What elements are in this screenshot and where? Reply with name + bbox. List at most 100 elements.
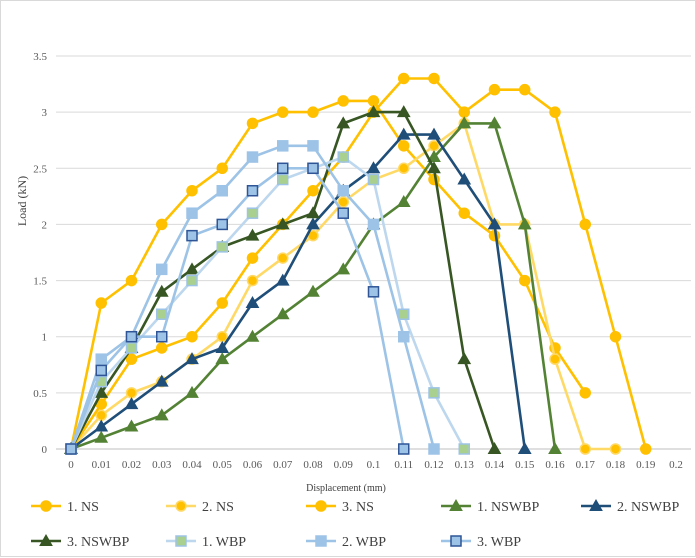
y-tick-label: 2 bbox=[42, 219, 48, 231]
data-point bbox=[457, 172, 472, 185]
data-point bbox=[307, 106, 319, 118]
data-point bbox=[156, 330, 168, 343]
data-point bbox=[215, 340, 230, 353]
data-point bbox=[275, 273, 290, 286]
data-point bbox=[125, 274, 138, 287]
data-point bbox=[185, 262, 199, 275]
data-point bbox=[95, 297, 107, 309]
data-point bbox=[306, 206, 320, 219]
x-tick-label: 0.19 bbox=[636, 459, 656, 471]
x-tick-label: 0 bbox=[68, 459, 74, 471]
data-point bbox=[246, 252, 259, 264]
series-5 bbox=[64, 127, 532, 454]
data-point bbox=[246, 151, 259, 163]
series-9 bbox=[65, 162, 410, 455]
data-point bbox=[94, 430, 109, 443]
data-point bbox=[156, 263, 168, 276]
x-tick-label: 0.06 bbox=[243, 459, 263, 471]
x-tick-label: 0.05 bbox=[213, 459, 233, 471]
legend-item: 3. WBP bbox=[441, 535, 521, 550]
data-point bbox=[488, 83, 501, 96]
data-point bbox=[337, 207, 349, 219]
data-point bbox=[185, 385, 199, 398]
legend-label: 1. NS bbox=[67, 500, 99, 515]
data-point bbox=[95, 409, 107, 422]
x-tick-label: 0.13 bbox=[455, 459, 475, 471]
data-point bbox=[450, 535, 462, 547]
data-point bbox=[398, 443, 410, 455]
series-6 bbox=[64, 105, 502, 454]
data-point bbox=[186, 184, 198, 197]
data-point bbox=[398, 72, 410, 85]
x-tick-label: 0.12 bbox=[424, 459, 443, 471]
data-point bbox=[640, 443, 652, 455]
data-point bbox=[458, 443, 470, 455]
data-point bbox=[307, 140, 319, 152]
x-tick-label: 0.16 bbox=[545, 459, 565, 471]
data-point bbox=[579, 218, 591, 231]
data-point bbox=[216, 241, 228, 253]
data-point bbox=[579, 387, 591, 399]
data-point bbox=[156, 218, 168, 231]
x-tick-label: 0.11 bbox=[394, 459, 413, 471]
data-point bbox=[487, 116, 502, 129]
data-point bbox=[589, 498, 603, 511]
legend: 1. NS 2. NS 3. NS 1. NSWBP 2. NSWBP 3. NSWBP 1… bbox=[31, 498, 679, 550]
data-point bbox=[366, 105, 381, 118]
data-point bbox=[548, 441, 562, 454]
data-point bbox=[449, 498, 463, 511]
data-point bbox=[315, 500, 327, 512]
data-point bbox=[154, 284, 169, 297]
data-point bbox=[154, 408, 169, 421]
data-point bbox=[579, 443, 591, 455]
data-point bbox=[398, 140, 410, 152]
y-tick-label: 2.5 bbox=[33, 163, 47, 175]
data-point bbox=[457, 352, 472, 365]
data-point bbox=[427, 161, 441, 174]
x-tick-label: 0.04 bbox=[182, 459, 202, 471]
data-point bbox=[519, 83, 531, 96]
data-point bbox=[398, 308, 410, 321]
legend-label: 3. NSWBP bbox=[67, 535, 129, 550]
data-point bbox=[125, 342, 138, 354]
legend-item: 3. NSWBP bbox=[31, 533, 129, 550]
y-tick-label: 1.5 bbox=[33, 276, 47, 288]
x-tick-label: 0.1 bbox=[367, 459, 381, 471]
data-point bbox=[398, 330, 410, 343]
y-tick-label: 3.5 bbox=[33, 51, 47, 63]
data-point bbox=[246, 207, 259, 219]
data-point bbox=[245, 228, 260, 241]
y-tick-labels: 0 0.5 1 1.5 2 2.5 3 3.5 bbox=[33, 51, 47, 456]
data-point bbox=[428, 140, 440, 152]
y-tick-label: 3 bbox=[42, 107, 48, 119]
data-point bbox=[94, 419, 109, 432]
data-point bbox=[306, 217, 320, 230]
y-tick-label: 0 bbox=[42, 444, 48, 456]
data-point bbox=[246, 184, 259, 197]
data-point bbox=[427, 127, 441, 140]
data-point bbox=[246, 117, 259, 130]
data-point bbox=[246, 274, 259, 287]
data-point bbox=[367, 173, 380, 186]
data-point bbox=[549, 353, 561, 365]
data-point bbox=[315, 535, 327, 547]
legend-label: 1. NSWBP bbox=[477, 500, 539, 515]
data-point bbox=[124, 397, 139, 410]
data-point bbox=[367, 218, 380, 231]
data-point bbox=[517, 217, 532, 230]
x-axis-title: Displacement (mm) bbox=[306, 483, 386, 494]
series-4 bbox=[64, 116, 562, 454]
x-tick-label: 0.03 bbox=[152, 459, 172, 471]
data-point bbox=[277, 106, 289, 118]
data-point bbox=[428, 72, 440, 85]
data-point bbox=[124, 419, 139, 432]
y-axis-title: Load (kN) bbox=[15, 176, 29, 226]
y-tick-label: 1 bbox=[42, 332, 48, 344]
data-point bbox=[185, 352, 199, 365]
data-point bbox=[277, 252, 289, 264]
data-point bbox=[366, 161, 381, 174]
x-tick-label: 0.17 bbox=[576, 459, 596, 471]
data-point bbox=[125, 353, 138, 365]
